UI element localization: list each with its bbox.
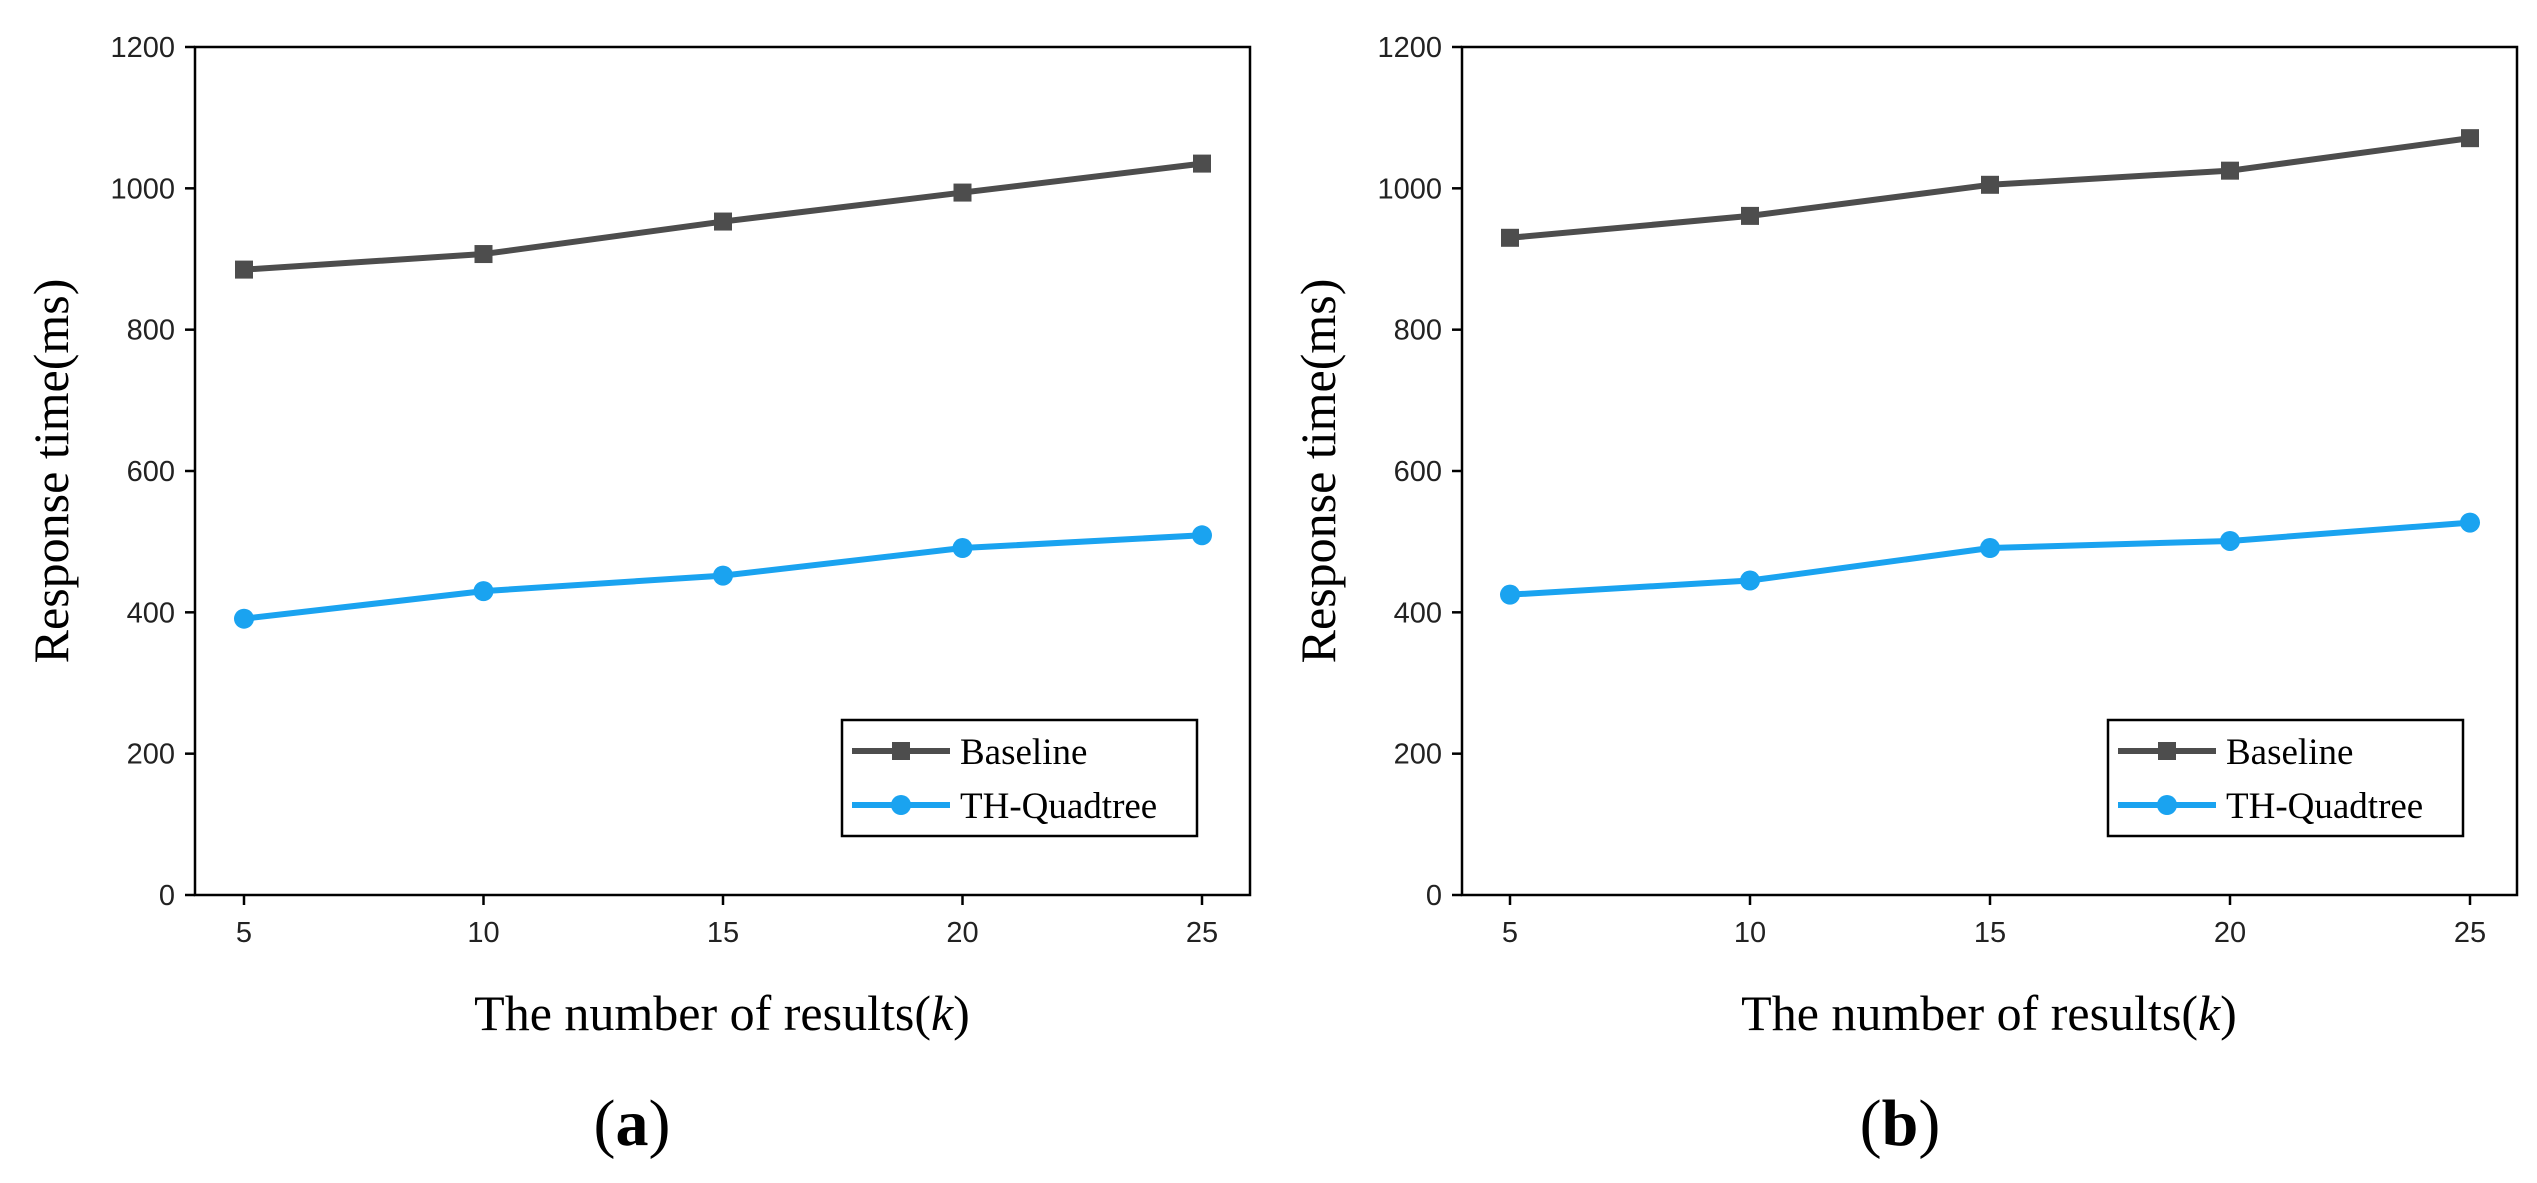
x-axis-title-prefix: The number of results( xyxy=(474,985,931,1041)
x-tick-label: 20 xyxy=(946,917,978,949)
y-tick-label: 0 xyxy=(1426,880,1442,912)
legend-marker-th-quadtree xyxy=(891,795,911,815)
legend-label-th-quadtree: TH-Quadtree xyxy=(2226,786,2423,827)
x-axis-ticks: 5 10 15 20 25 xyxy=(1502,895,2486,949)
data-point-baseline xyxy=(714,212,732,231)
y-axis-title: Response time(ms) xyxy=(23,279,79,664)
data-point-th-quadtree xyxy=(2220,530,2240,551)
series-layer xyxy=(1500,129,2480,605)
y-tick-label: 1200 xyxy=(110,32,175,64)
y-tick-label: 800 xyxy=(127,315,175,347)
data-point-th-quadtree xyxy=(1500,584,1520,605)
panel-label-b-letter: b xyxy=(1882,1087,1919,1160)
legend: Baseline TH-Quadtree xyxy=(2106,718,2465,838)
legend-marker-baseline xyxy=(2158,742,2176,760)
series-layer xyxy=(234,154,1212,629)
x-axis-ticks: 5 10 15 20 25 xyxy=(236,895,1218,949)
y-tick-label: 400 xyxy=(1394,597,1442,629)
legend-box xyxy=(840,718,1199,838)
x-tick-label: 15 xyxy=(707,917,739,949)
x-axis-title: The number of results(k) xyxy=(1741,985,2237,1041)
x-axis-title-suffix: ) xyxy=(953,985,970,1041)
legend-label-baseline: Baseline xyxy=(960,732,1087,773)
data-point-th-quadtree xyxy=(1192,525,1212,546)
x-tick-label: 25 xyxy=(2454,917,2486,949)
y-axis-title: Response time(ms) xyxy=(1290,279,1346,664)
data-point-baseline xyxy=(1741,206,1759,225)
data-point-th-quadtree xyxy=(952,538,973,559)
y-tick-label: 600 xyxy=(127,456,175,488)
x-tick-label: 10 xyxy=(467,917,499,949)
y-axis-ticks: 0 200 400 600 800 1000 1200 xyxy=(110,32,195,912)
x-axis-title: The number of results(k) xyxy=(474,985,970,1041)
y-tick-label: 400 xyxy=(127,597,175,629)
data-point-th-quadtree xyxy=(234,608,254,629)
legend-label-baseline: Baseline xyxy=(2226,732,2353,773)
legend-label-th-quadtree: TH-Quadtree xyxy=(960,786,1157,827)
y-tick-label: 1000 xyxy=(110,173,175,205)
data-point-baseline xyxy=(1501,228,1519,247)
x-tick-label: 5 xyxy=(236,917,252,949)
x-axis-title-prefix: The number of results( xyxy=(1741,985,2198,1041)
y-tick-label: 200 xyxy=(1394,739,1442,771)
plot-frame xyxy=(1460,45,2519,897)
legend-marker-baseline xyxy=(892,742,910,760)
x-axis-title-variable: k xyxy=(931,985,954,1041)
data-point-th-quadtree xyxy=(1980,538,2000,559)
chart-panel-b: 0 200 400 600 800 1000 1200 5 10 15 20 25 Baseline… xyxy=(1290,32,2519,1160)
data-point-th-quadtree xyxy=(473,581,494,602)
x-tick-label: 20 xyxy=(2214,917,2246,949)
data-point-baseline xyxy=(2221,161,2239,180)
y-tick-label: 0 xyxy=(159,880,175,912)
data-point-baseline xyxy=(474,245,493,264)
x-tick-label: 15 xyxy=(1974,917,2006,949)
y-tick-label: 1000 xyxy=(1377,173,1442,205)
x-tick-label: 10 xyxy=(1734,917,1766,949)
legend-marker-th-quadtree xyxy=(2157,795,2177,815)
data-point-baseline xyxy=(2461,129,2479,148)
series-line-th-quadtree xyxy=(1509,519,2471,598)
data-point-baseline xyxy=(1193,154,1211,173)
data-point-baseline xyxy=(1981,175,1999,194)
panel-label-b: (b) xyxy=(1860,1087,1941,1160)
x-axis-title-suffix: ) xyxy=(2220,985,2237,1041)
data-point-th-quadtree xyxy=(2460,512,2480,533)
y-tick-label: 800 xyxy=(1394,315,1442,347)
legend: Baseline TH-Quadtree xyxy=(840,718,1199,838)
panel-label-a: (a) xyxy=(594,1087,671,1160)
y-tick-label: 600 xyxy=(1394,456,1442,488)
panel-label-a-letter: a xyxy=(616,1087,649,1160)
y-tick-label: 1200 xyxy=(1377,32,1442,64)
x-axis-title-variable: k xyxy=(2198,985,2221,1041)
data-point-th-quadtree xyxy=(713,565,733,586)
data-point-baseline xyxy=(953,183,972,202)
legend-box xyxy=(2106,718,2465,838)
y-axis-ticks: 0 200 400 600 800 1000 1200 xyxy=(1377,32,1462,912)
x-tick-label: 25 xyxy=(1186,917,1218,949)
x-tick-label: 5 xyxy=(1502,917,1518,949)
data-point-th-quadtree xyxy=(1740,570,1760,591)
chart-panel-a: 0 200 400 600 800 1000 1200 5 10 15 20 25 Baseline… xyxy=(23,32,1252,1160)
data-point-baseline xyxy=(235,260,253,279)
y-tick-label: 200 xyxy=(127,739,175,771)
